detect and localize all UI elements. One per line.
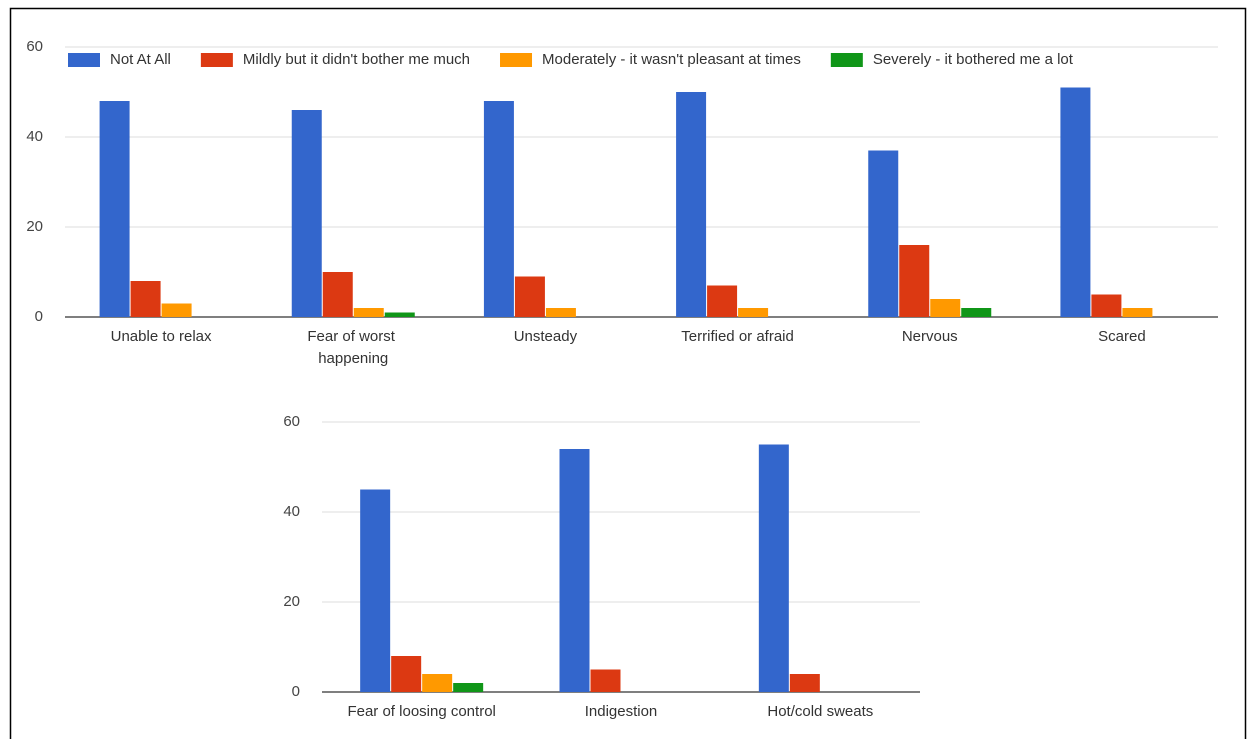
bar [545, 308, 576, 317]
bar [676, 92, 707, 317]
y-tick-label: 0 [292, 683, 300, 700]
x-tick-label: Unable to relax [111, 328, 212, 345]
y-tick-label: 60 [283, 413, 300, 430]
bar [514, 276, 545, 317]
bar [868, 150, 899, 317]
bar [738, 308, 769, 317]
y-tick-label: 20 [283, 593, 300, 610]
x-tick-label: Scared [1098, 328, 1146, 345]
x-tick-label: Fear of worst happening [307, 328, 399, 367]
x-tick-label: Terrified or afraid [681, 328, 794, 345]
bar [384, 312, 415, 317]
bar [1122, 308, 1153, 317]
legend-label: Mildly but it didn't bother me much [243, 51, 470, 68]
y-tick-label: 40 [26, 128, 43, 145]
legend-swatch [830, 53, 863, 67]
bar [422, 674, 453, 692]
x-tick-label: Unsteady [514, 328, 578, 345]
bar [1060, 87, 1091, 317]
frame [9, 7, 1247, 739]
y-tick-label: 20 [26, 218, 43, 235]
legend-swatch [68, 53, 100, 67]
bar [899, 245, 930, 317]
bar [590, 669, 621, 692]
legend-swatch [500, 53, 533, 67]
x-tick-label: Indigestion [585, 703, 658, 720]
bar [291, 110, 322, 317]
bar [483, 101, 514, 317]
legend-swatch [200, 53, 233, 67]
x-tick-label: Fear of loosing control [347, 703, 495, 720]
bar [789, 674, 820, 692]
x-tick-label: Nervous [902, 328, 958, 345]
bar [707, 285, 738, 317]
bar [353, 308, 384, 317]
bar [130, 281, 161, 317]
x-tick-label: Hot/cold sweats [767, 703, 873, 720]
y-tick-label: 60 [26, 38, 43, 55]
bar [1091, 294, 1122, 317]
bar [99, 101, 130, 317]
bar [161, 303, 192, 317]
y-tick-label: 40 [283, 503, 300, 520]
legend-label: Moderately - it wasn't pleasant at times [542, 51, 801, 68]
bar [453, 683, 484, 692]
bar [360, 489, 391, 692]
bar [961, 308, 992, 317]
bar [758, 444, 789, 692]
legend-label: Not At All [110, 51, 171, 68]
legend-label: Severely - it bothered me a lot [873, 51, 1074, 68]
bar [391, 656, 422, 692]
bar [930, 299, 961, 317]
bar [559, 449, 590, 692]
y-tick-label: 0 [35, 308, 43, 325]
bar [322, 272, 353, 317]
